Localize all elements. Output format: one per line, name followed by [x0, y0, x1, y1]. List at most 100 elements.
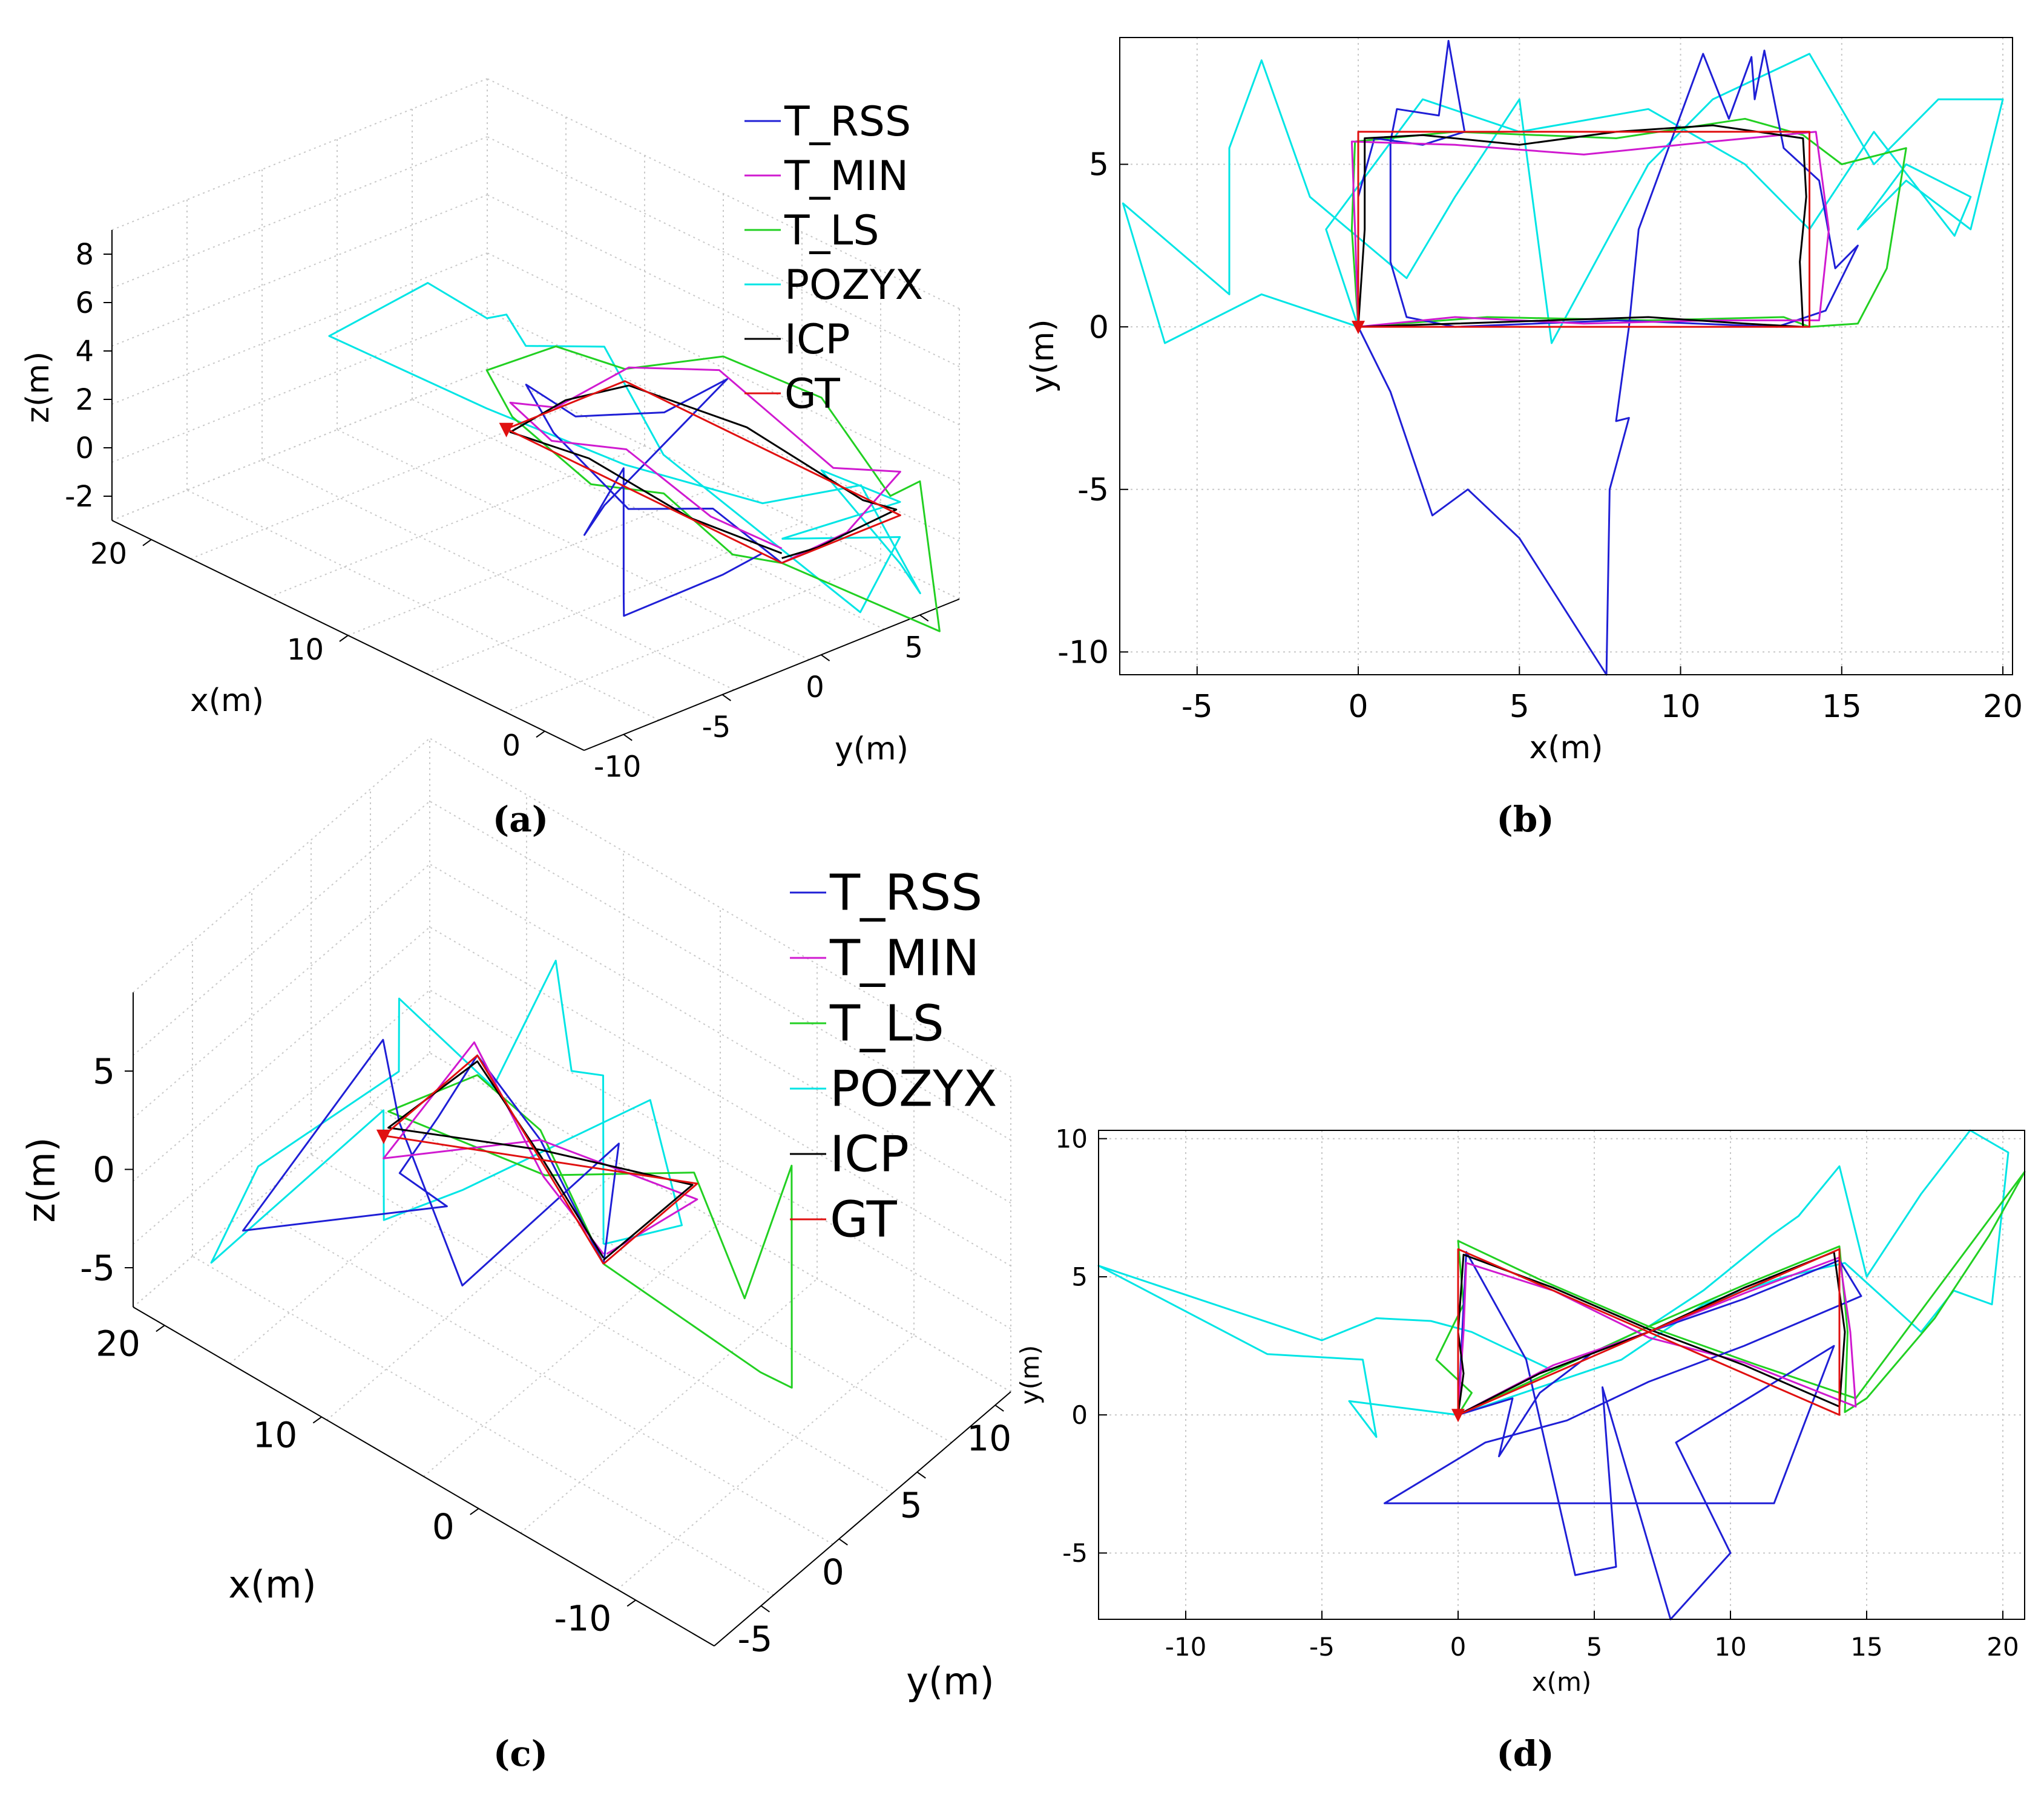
floor-gridline — [337, 429, 810, 660]
series-gt — [505, 380, 901, 564]
x-tick-mark — [626, 1599, 636, 1607]
z-tick-label: -2 — [65, 480, 94, 514]
wall-gridline — [111, 78, 488, 231]
x-tick-label: 0 — [432, 1506, 455, 1547]
legend-label-t-min: T_MIN — [784, 152, 909, 200]
wall-gridline — [111, 310, 488, 463]
series-t-ls — [485, 345, 941, 632]
y-tick-label: 5 — [904, 631, 923, 664]
x-tick-label: 20 — [96, 1323, 140, 1364]
x-tick-mark — [536, 730, 545, 738]
z-tick-label: 2 — [75, 383, 94, 417]
y-tick-mark — [916, 1471, 926, 1479]
panel-c: 20 10 0 -10 10 5 0 -5 5 0 -5 x(m) y(m) z(m) T_RSS T_MIN… — [19, 738, 1011, 1703]
legend-label-icp: ICP — [784, 316, 850, 364]
floor-gridline — [423, 1222, 721, 1477]
start-marker — [499, 422, 514, 438]
series-t-min — [383, 1041, 698, 1255]
x-tick-mark — [156, 1325, 165, 1332]
series-pozyx — [328, 282, 921, 614]
wall-gridline — [133, 1052, 430, 1308]
floor-gridline — [190, 407, 567, 560]
x-tick-label: 20 — [1986, 1632, 2019, 1662]
legend-label-t-ls: T_LS — [829, 995, 944, 1053]
z-axis-label: z(m) — [20, 352, 56, 424]
y-axis-label: y(m) — [1015, 1345, 1045, 1405]
legend-label-pozyx: POZYX — [784, 261, 923, 309]
y-tick-label: 5 — [900, 1485, 922, 1526]
plot-area — [1099, 1130, 2025, 1619]
floor-gridline — [326, 1165, 624, 1421]
y-tick-mark — [994, 1404, 1004, 1412]
y-tick-label: 0 — [1089, 309, 1109, 346]
panel-b: -5 0 5 10 15 20 5 0 -5 -10 x(m) y(m) — [1025, 37, 2023, 766]
series-icp — [1357, 124, 1807, 328]
floor-gridline — [133, 1052, 430, 1308]
floor-gridline — [261, 459, 735, 690]
x-tick-label: -5 — [1309, 1632, 1335, 1662]
wall-gridline — [133, 738, 430, 993]
y-axis-label: y(m) — [835, 731, 909, 767]
floor-gridline — [269, 445, 645, 598]
x-tick-mark — [339, 635, 349, 642]
x-tick-label: -5 — [1181, 689, 1213, 725]
y-tick-mark — [820, 654, 830, 661]
x-axis-line — [133, 1306, 715, 1647]
start-marker — [1451, 1409, 1465, 1423]
x-tick-label: 0 — [502, 729, 521, 762]
wall-gridline — [133, 989, 430, 1245]
legend-label-gt: GT — [830, 1191, 898, 1249]
y-tick-label: -10 — [1057, 635, 1109, 671]
x-tick-label: 0 — [1450, 1632, 1467, 1662]
x-tick-mark — [312, 1416, 322, 1424]
legend-label-gt: GT — [784, 370, 840, 418]
wall-gridline — [111, 194, 488, 347]
caption-d: (d) — [1496, 1733, 1554, 1774]
wall-gridline — [487, 252, 960, 483]
y-tick-label: -5 — [702, 710, 731, 744]
floor-gridline — [426, 522, 803, 675]
z-tick-label: 0 — [75, 431, 94, 465]
z-tick-label: 0 — [93, 1149, 115, 1190]
series-pozyx — [1122, 53, 2004, 344]
x-tick-label: 10 — [253, 1415, 298, 1456]
y-tick-mark — [623, 733, 633, 741]
floor-gridline — [505, 560, 881, 713]
y-tick-label: 10 — [967, 1418, 1011, 1459]
z-axis-label: z(m) — [19, 1137, 64, 1222]
wall-gridline — [111, 252, 488, 405]
y-axis-line — [583, 598, 960, 751]
x-tick-label: 10 — [1714, 1632, 1746, 1662]
axes-frame — [1098, 1130, 2025, 1620]
x-tick-label: 15 — [1850, 1632, 1882, 1662]
x-axis-label: x(m) — [228, 1562, 316, 1607]
series-t-rss — [525, 378, 783, 617]
series-t-min — [509, 366, 901, 564]
z-tick-label: 5 — [93, 1050, 115, 1092]
legend-label-t-rss: T_RSS — [784, 98, 911, 146]
series-t-rss — [1357, 39, 1859, 676]
y-tick-label: -10 — [594, 750, 641, 784]
series-gt — [1457, 1248, 1841, 1416]
series-t-min — [1350, 131, 1830, 328]
x-tick-label: -10 — [554, 1598, 612, 1639]
y-axis-label: y(m) — [1025, 319, 1061, 393]
x-tick-label: -10 — [1165, 1632, 1207, 1662]
series-t-ls — [1435, 1171, 2026, 1416]
axes-frame — [1119, 37, 2013, 675]
series-icp — [387, 1060, 694, 1261]
series-pozyx — [1097, 1129, 2009, 1438]
legend-label-t-rss: T_RSS — [829, 865, 982, 922]
x-tick-label: 0 — [1348, 689, 1368, 725]
y-tick-mark — [721, 694, 732, 701]
floor-gridline — [520, 1278, 818, 1534]
y-axis-label: y(m) — [906, 1659, 994, 1703]
z-tick-label: 4 — [75, 335, 94, 369]
floor-gridline — [186, 490, 660, 721]
y-tick-label: 5 — [1071, 1262, 1088, 1292]
wall-gridline — [487, 310, 960, 542]
y-tick-label: -5 — [1062, 1538, 1088, 1568]
panel-d: -10 -5 0 5 10 15 20 10 5 0 -5 x(m) y(m) — [1015, 1124, 2026, 1697]
y-tick-label: 0 — [806, 670, 824, 704]
start-marker — [376, 1129, 391, 1144]
